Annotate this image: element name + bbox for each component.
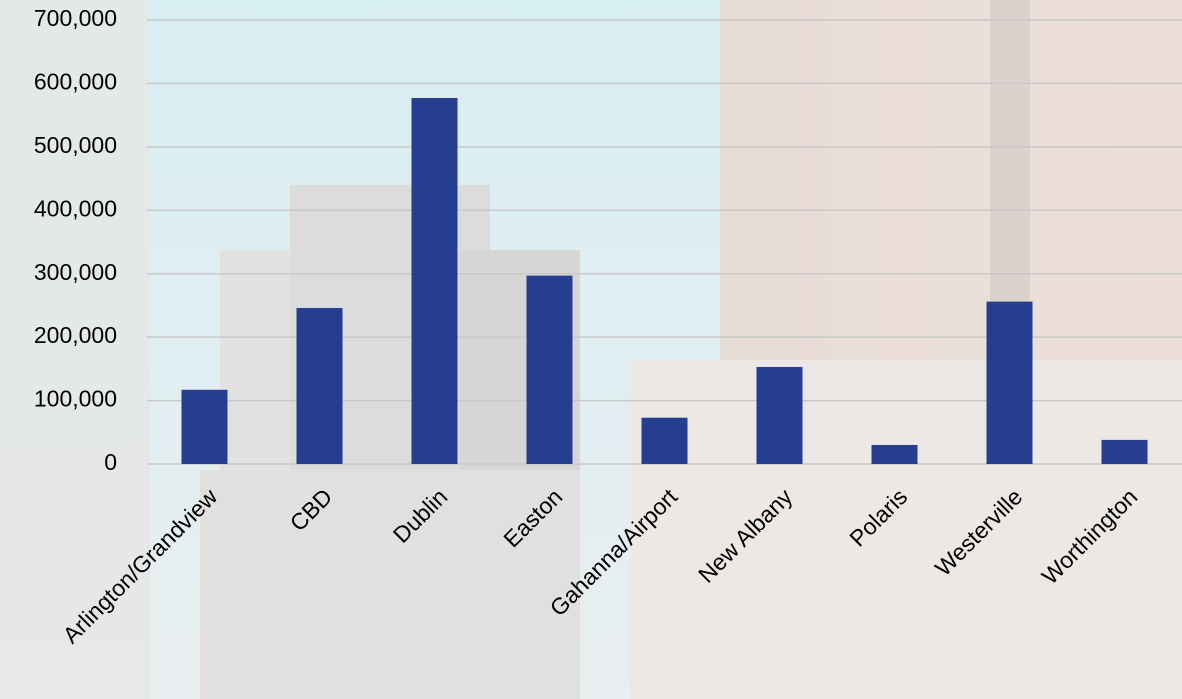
bar [411,98,458,464]
bar [526,275,573,464]
y-tick-label: 0 [104,449,117,475]
y-tick-label: 400,000 [34,195,117,221]
bar [1101,439,1148,464]
y-tick-label: 500,000 [34,132,117,158]
bar [756,366,803,464]
y-tick-label: 600,000 [34,69,117,95]
bar [871,444,918,464]
y-tick-label: 300,000 [34,259,117,285]
bar [986,301,1033,464]
bar [181,389,228,464]
bar [296,307,343,464]
y-tick-label: 700,000 [34,5,117,31]
y-tick-label: 100,000 [34,386,117,412]
bar [641,417,688,464]
y-tick-label: 200,000 [34,322,117,348]
